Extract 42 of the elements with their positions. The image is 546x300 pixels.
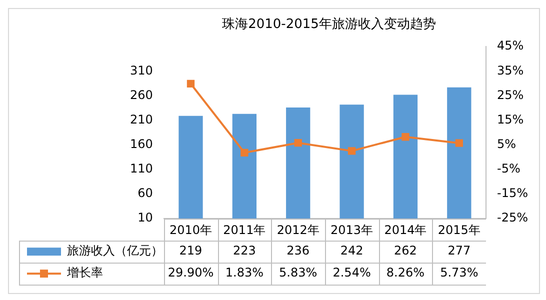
y-tick-label: 210	[130, 112, 153, 126]
point	[294, 139, 302, 147]
y2-tick-label: -5%	[497, 162, 520, 176]
y2-tick-label: -15%	[497, 186, 528, 200]
y-tick-label: 310	[130, 63, 153, 78]
x-tick-label: 2014年	[384, 222, 427, 237]
point	[455, 139, 463, 147]
y2-tick-label: 35%	[497, 63, 524, 78]
x-tick-label: 2015年	[438, 222, 480, 237]
data-label: 262	[394, 244, 417, 258]
y2-tick-label: 25%	[497, 88, 524, 102]
y-tick-label: 10	[138, 210, 153, 225]
y2-tick-label: 15%	[497, 112, 524, 126]
x-tick-label: 2011年	[223, 222, 266, 237]
data-label: 29.90%	[168, 266, 214, 280]
data-label: 236	[286, 244, 310, 258]
y-tick-label: 260	[130, 88, 153, 102]
data-label: 8.26%	[386, 266, 425, 280]
y-tick-label: 160	[130, 137, 153, 152]
point	[186, 80, 195, 88]
y-tick-label: 110	[130, 162, 153, 176]
data-label: 5.83%	[279, 266, 318, 280]
data-label: 242	[340, 244, 364, 258]
data-label: 5.73%	[440, 266, 478, 280]
data-label: 223	[232, 244, 256, 258]
data-label: 219	[179, 244, 202, 258]
x-tick-label: 2013年	[330, 222, 374, 237]
chart-title: 珠海2010-2015年旅游收入变动趋势	[222, 17, 436, 32]
y2-tick-label: -25%	[497, 210, 528, 225]
point	[402, 133, 410, 141]
point	[348, 147, 356, 155]
legend-label: 旅游收入（亿元）	[67, 244, 163, 258]
y-tick-label: 60	[138, 186, 153, 200]
data-label: 1.83%	[225, 266, 264, 280]
x-tick-label: 2012年	[276, 222, 320, 237]
y2-tick-label: 5%	[497, 137, 516, 152]
y2-tick-label: 45%	[497, 38, 524, 53]
x-tick-label: 2010年	[169, 222, 212, 237]
data-label: 2.54%	[332, 266, 371, 280]
data-label: 277	[448, 244, 471, 258]
point	[240, 148, 248, 157]
legend-label: 增长率	[66, 266, 103, 280]
